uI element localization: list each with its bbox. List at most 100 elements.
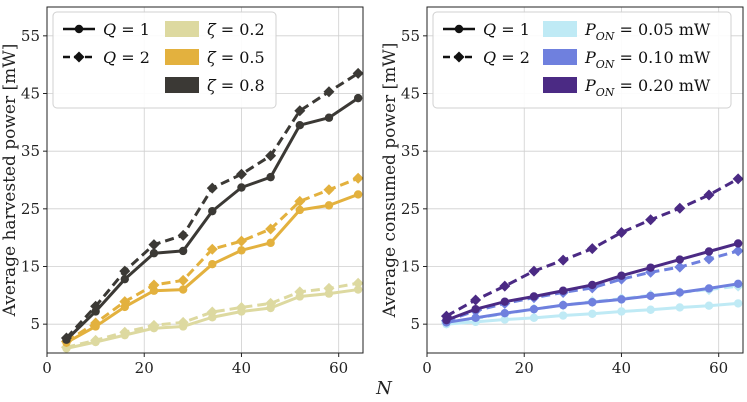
x-tick-label: 60 [709,359,728,377]
data-point [178,285,188,294]
data-point [353,190,363,199]
data-point [558,286,568,295]
data-point [235,235,247,247]
legend-color-swatch [543,49,577,65]
data-point [237,246,246,255]
data-point [120,274,129,284]
legend-marker [453,51,465,63]
y-tick-label: 5 [30,315,40,333]
series-5 [442,239,743,325]
legend-entry: Q = 2 [443,48,530,67]
plot-frame [426,6,744,354]
series-line [65,72,359,340]
y-tick-label: 45 [21,85,40,103]
y-tick-label: 25 [21,200,40,218]
series-line [65,96,359,341]
legend-entry: PON = 0.10 mW [543,48,711,71]
data-point [177,316,189,328]
legend-entry: PON = 0.05 mW [543,20,711,43]
data-point [646,291,655,301]
data-point [294,286,306,298]
data-point [733,299,743,308]
data-point [674,202,686,214]
data-point [352,172,364,184]
y-tick-label: 35 [401,142,420,160]
legend: Q = 1 Q = 2 ζ = 0.2 ζ = 0.5 ζ = 0.8 [52,11,277,109]
legend-marker [454,24,464,34]
legend-entry: Q = 1 [443,20,530,39]
data-point [178,246,188,256]
data-point [352,277,364,289]
data-point [294,195,306,207]
data-point [119,265,131,277]
x-tick-label: 40 [612,359,631,377]
data-point [119,326,131,338]
data-point [703,189,715,201]
legend-marker [74,24,84,34]
data-point [149,249,159,258]
data-point [588,298,597,307]
data-point [235,301,247,313]
data-point [733,279,743,288]
data-point [148,239,160,251]
data-point [529,313,539,323]
data-point [148,279,160,291]
data-point [90,334,102,346]
legend-entry: ζ = 0.8 [165,76,265,95]
data-point [499,280,511,292]
legend-label: ζ = 0.8 [207,76,265,95]
y-tick-label: 35 [21,142,40,160]
data-point [646,305,655,314]
series-3 [442,279,743,327]
legend-color-swatch [165,49,199,65]
legend-color-swatch [543,77,577,93]
legend-label: ζ = 0.2 [207,20,265,39]
data-point [588,280,597,290]
data-point [208,206,217,216]
data-point [529,304,539,314]
data-point [324,201,334,210]
y-axis-label: Average consumed power [mW] [380,43,400,319]
data-point [617,295,626,304]
data-point [266,238,275,248]
y-tick-label: 5 [410,315,420,333]
data-point [294,105,306,117]
x-tick-label: 0 [422,359,432,377]
data-point [90,300,102,312]
data-point [733,239,743,248]
data-point [265,223,277,235]
data-point [500,297,509,306]
legend-entry: PON = 0.20 mW [543,76,711,99]
data-point [471,313,480,323]
series-line [66,281,359,349]
x-tick-label: 20 [515,359,534,377]
data-point [353,285,363,294]
legend: Q = 1 Q = 2 PON = 0.05 mW PON = 0.10 mW PON … [432,11,732,109]
data-point [440,310,452,322]
data-point [324,113,334,122]
data-point [674,261,686,273]
data-point [704,247,714,256]
legend-entry: ζ = 0.5 [165,48,265,67]
data-point [60,332,72,344]
legend-color-swatch [543,21,577,37]
data-point [528,265,540,277]
data-point [558,300,568,310]
legend-label: ζ = 0.5 [207,48,265,67]
data-point [617,271,626,280]
y-tick-label: 55 [21,27,40,45]
legend-label: Q = 1 [103,20,150,39]
data-point [675,288,684,297]
data-point [235,168,247,180]
data-point [149,286,159,295]
data-point [500,309,509,318]
legend-color-swatch [165,21,199,37]
y-axis-label: Average harvested power [mW] [0,44,20,318]
series-line [445,249,739,323]
data-point [732,173,744,185]
x-tick-label: 60 [329,359,348,377]
data-point [586,243,598,255]
legend-label: PON = 0.05 mW [584,20,711,43]
